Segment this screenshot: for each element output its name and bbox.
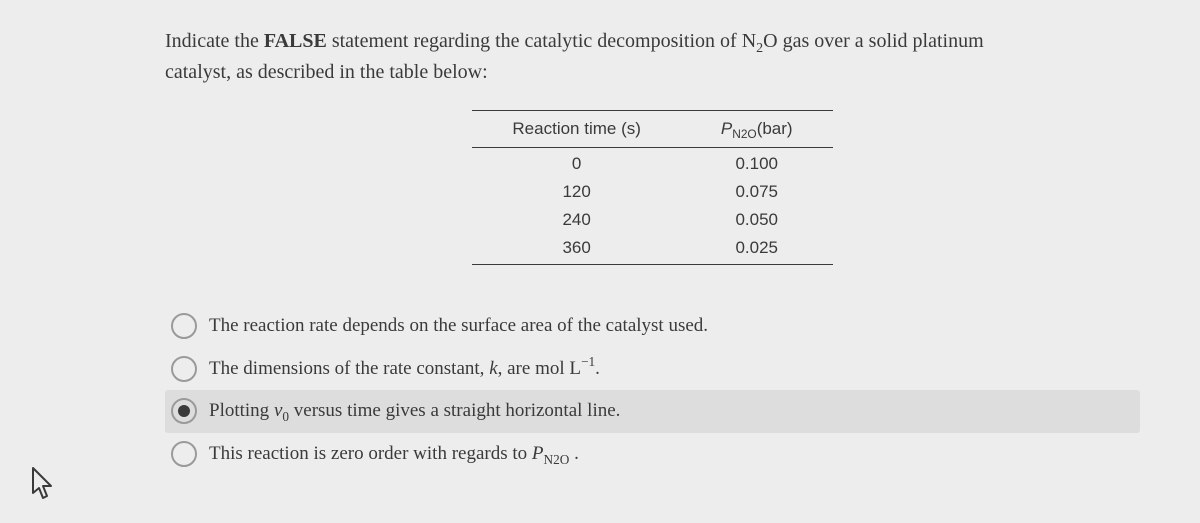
header-time: Reaction time (s) (472, 111, 680, 148)
radio-icon[interactable] (171, 398, 197, 424)
data-table: Reaction time (s) PN2O(bar) 0 0.100 120 … (472, 110, 832, 265)
header-p-italic: P (721, 119, 732, 138)
opt-var-v: v (274, 400, 282, 421)
cell-pressure: 0.050 (681, 206, 833, 234)
opt-text: . (595, 358, 600, 379)
cell-time: 0 (472, 148, 680, 179)
cell-time: 120 (472, 178, 680, 206)
option-label: The reaction rate depends on the surface… (209, 313, 708, 340)
header-pressure: PN2O(bar) (681, 111, 833, 148)
option-d[interactable]: This reaction is zero order with regards… (165, 433, 1140, 476)
cell-pressure: 0.025 (681, 234, 833, 265)
cell-pressure: 0.075 (681, 178, 833, 206)
table-row: 0 0.100 (472, 148, 832, 179)
stem-text: catalyst, as described in the table belo… (165, 61, 488, 83)
table-row: 120 0.075 (472, 178, 832, 206)
cell-pressure: 0.100 (681, 148, 833, 179)
option-label: Plotting v0 versus time gives a straight… (209, 398, 620, 425)
options-list: The reaction rate depends on the surface… (165, 305, 1140, 475)
cell-time: 360 (472, 234, 680, 265)
opt-text: This reaction is zero order with regards… (209, 443, 532, 464)
opt-text: . (569, 443, 579, 464)
opt-text: The dimensions of the rate constant, (209, 358, 489, 379)
opt-var-k: k (489, 358, 497, 379)
table-row: 240 0.050 (472, 206, 832, 234)
header-p-unit: (bar) (757, 119, 793, 138)
option-c[interactable]: Plotting v0 versus time gives a straight… (165, 390, 1140, 433)
opt-text: versus time gives a straight horizontal … (289, 400, 620, 421)
question-stem: Indicate the FALSE statement regarding t… (165, 26, 1140, 88)
cell-time: 240 (472, 206, 680, 234)
stem-bold: FALSE (264, 30, 327, 52)
option-label: This reaction is zero order with regards… (209, 441, 579, 468)
opt-text: , are mol L (498, 358, 581, 379)
stem-text: O gas over a solid platinum (763, 30, 984, 52)
radio-icon[interactable] (171, 356, 197, 382)
stem-text: statement regarding the catalytic decomp… (327, 30, 756, 52)
table-row: 360 0.025 (472, 234, 832, 265)
radio-icon[interactable] (171, 441, 197, 467)
opt-var-p: P (532, 443, 544, 464)
radio-icon[interactable] (171, 313, 197, 339)
option-a[interactable]: The reaction rate depends on the surface… (165, 305, 1140, 348)
option-label: The dimensions of the rate constant, k, … (209, 356, 600, 383)
opt-text: Plotting (209, 400, 274, 421)
stem-text: Indicate the (165, 30, 264, 52)
table-header-row: Reaction time (s) PN2O(bar) (472, 111, 832, 148)
question-container: Indicate the FALSE statement regarding t… (0, 0, 1200, 495)
option-b[interactable]: The dimensions of the rate constant, k, … (165, 348, 1140, 391)
